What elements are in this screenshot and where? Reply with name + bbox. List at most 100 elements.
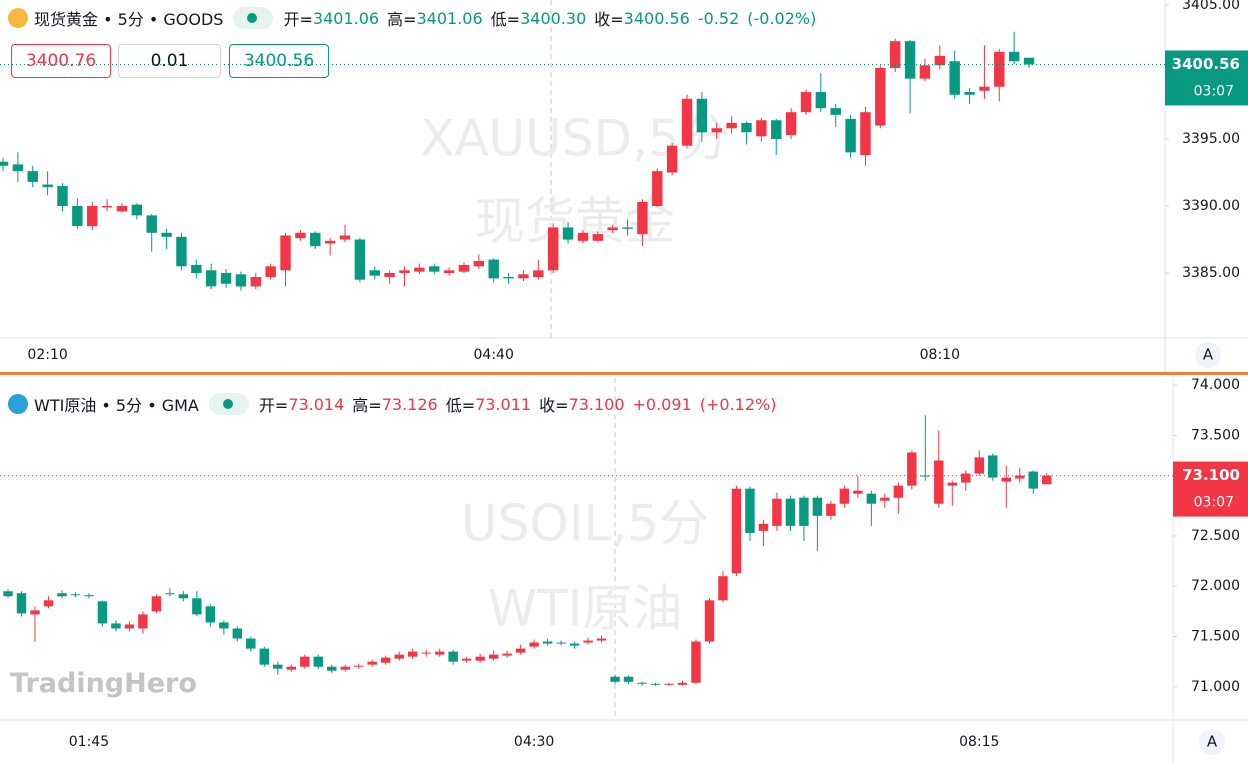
candle-body <box>87 205 98 227</box>
candle-body <box>503 277 514 279</box>
axis-button[interactable] <box>1195 342 1221 368</box>
candle-body <box>718 576 728 601</box>
ohlc-value: 73.126 <box>381 394 438 414</box>
candle-body <box>741 122 752 133</box>
candle-body <box>889 41 901 68</box>
candle-body <box>461 658 472 661</box>
legend-header: WTI原油 • 5分 • GMA 开= 73.014 高= 73.126 低= 73.011… <box>8 392 776 416</box>
candle-body <box>637 682 647 684</box>
candle-body <box>473 260 485 267</box>
candle-body <box>623 676 634 682</box>
candle-body <box>866 493 877 504</box>
candle-body <box>429 266 440 272</box>
axis-button[interactable] <box>1199 729 1225 755</box>
price-tag-value: 73.100 <box>1182 466 1240 484</box>
ohlc-label: 开= <box>258 396 289 415</box>
candle-body <box>919 65 931 79</box>
order-sell[interactable]: 3400.76 <box>11 44 111 78</box>
candle-body <box>880 497 890 501</box>
candle-body <box>758 523 769 531</box>
candle-body <box>533 270 544 278</box>
candle-body <box>994 51 1005 87</box>
ohlc-value: 73.011 <box>475 394 532 414</box>
ohlc-label: 高= <box>387 10 417 29</box>
candle-body <box>448 651 458 662</box>
visibility-toggle[interactable] <box>208 393 249 415</box>
candle-body <box>934 460 944 504</box>
y-tick-label: 73.500 <box>1191 427 1240 443</box>
candle-body <box>907 452 917 486</box>
candle-body <box>515 648 526 653</box>
candle-body <box>421 652 431 654</box>
symbol-icon <box>8 8 28 28</box>
candle-body <box>131 204 143 216</box>
watermark: XAUUSD,5分 <box>420 110 730 168</box>
candle-body <box>340 666 350 670</box>
candle-body <box>583 640 593 643</box>
candle-body <box>161 232 172 237</box>
candle-body <box>988 455 998 478</box>
candle-body <box>57 185 68 206</box>
candle-body <box>313 656 323 667</box>
candle-body <box>731 488 742 574</box>
candle-body <box>875 67 886 126</box>
change-percent: (+0.12%) <box>699 394 777 414</box>
candle-body <box>151 596 162 612</box>
candle-body <box>920 475 931 477</box>
candle-body <box>785 498 796 526</box>
candle-body <box>592 234 604 241</box>
candle-body <box>434 651 445 655</box>
candle-body <box>518 274 529 279</box>
candle-body <box>116 205 128 212</box>
x-tick-label: 02:10 <box>27 347 67 363</box>
candle-body <box>30 610 40 615</box>
candle-body <box>934 55 946 66</box>
ohlc-value: 73.100 <box>568 394 625 414</box>
brand-logo: TradingHero <box>10 668 197 699</box>
candle-body <box>43 600 54 607</box>
candle-body <box>650 683 661 685</box>
candle-body <box>384 273 395 278</box>
change: -0.52 <box>697 8 740 28</box>
price-tag <box>1165 50 1248 106</box>
candle-body <box>1015 475 1025 479</box>
y-tick-label: 71.500 <box>1191 629 1240 645</box>
candle-body <box>488 259 499 279</box>
candle-body <box>696 98 708 133</box>
order-buy[interactable]: 3400.56 <box>229 44 329 78</box>
y-tick-label: 3395.00 <box>1182 131 1240 147</box>
candle-body <box>72 205 83 227</box>
visibility-toggle[interactable] <box>233 7 274 29</box>
candle-body <box>0 161 9 166</box>
candle-body <box>949 61 960 95</box>
order-quantity[interactable]: 0.01 <box>118 44 221 78</box>
candle-body <box>458 264 470 272</box>
candle-body <box>637 201 648 235</box>
candle-body <box>97 601 108 624</box>
change-percent: (-0.02%) <box>747 8 817 28</box>
candle-body <box>250 277 261 287</box>
y-tick-label: 74.000 <box>1191 377 1240 393</box>
candle-body <box>280 235 291 271</box>
candle-body <box>502 653 512 656</box>
candle-body <box>652 171 663 206</box>
candle-body <box>192 598 202 615</box>
legend-header: 现货黄金 • 5分 • GOODS 开= 3401.06 高= 3401.06 低= 340… <box>8 6 816 30</box>
change: +0.091 <box>632 394 692 414</box>
candle-body <box>1001 477 1011 482</box>
candle-body <box>964 92 975 95</box>
candle-body <box>704 600 715 642</box>
candle-body <box>407 651 418 657</box>
candle-body <box>529 642 539 647</box>
candle-body <box>246 638 256 649</box>
candle-body <box>961 473 971 483</box>
candle-body <box>596 638 607 641</box>
symbol-icon <box>8 394 28 414</box>
x-tick-label: 08:10 <box>920 347 960 363</box>
candle-body <box>165 593 175 595</box>
candle-body <box>124 624 135 629</box>
candle-body <box>607 227 618 231</box>
candle-body <box>399 270 410 273</box>
ohlc-value: 3400.30 <box>520 8 587 28</box>
